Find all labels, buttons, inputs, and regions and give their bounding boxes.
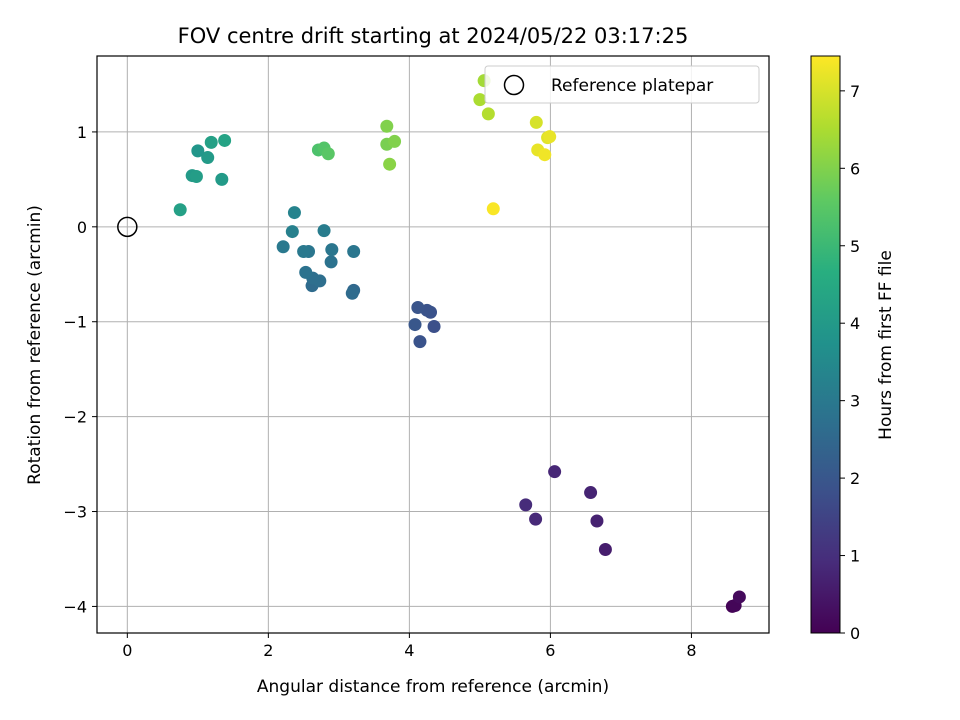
data-point (287, 206, 301, 220)
data-point (486, 202, 500, 216)
legend: Reference platepar (484, 65, 760, 104)
data-point (473, 93, 487, 107)
colorbar-tick-label: 1 (850, 547, 860, 566)
data-point (215, 172, 229, 186)
colorbar-label: Hours from first FF file (876, 250, 896, 440)
chart-title: FOV centre drift starting at 2024/05/22 … (178, 24, 689, 48)
data-point (347, 244, 361, 258)
data-point (519, 498, 533, 512)
data-point (538, 148, 552, 162)
x-axis-label: Angular distance from reference (arcmin) (257, 677, 609, 697)
colorbar: 0 1 2 3 4 5 6 7 Hours from first FF file (810, 55, 896, 643)
data-point (299, 265, 313, 279)
colorbar-tick-label: 0 (850, 624, 860, 643)
data-point (548, 465, 562, 479)
y-tick-label: −3 (63, 503, 87, 522)
x-axis-ticks: 0 2 4 6 8 (122, 633, 697, 660)
plot-frame (96, 55, 770, 634)
data-point (411, 300, 425, 314)
y-tick-label: −2 (63, 408, 87, 427)
y-tick-label: −4 (63, 597, 87, 616)
data-point (732, 590, 746, 604)
colorbar-tick-label: 2 (850, 469, 860, 488)
data-point (413, 335, 427, 349)
data-point (324, 255, 338, 269)
data-point (529, 512, 543, 526)
data-point (543, 130, 557, 144)
data-point (598, 542, 612, 556)
colorbar-tick-label: 6 (850, 159, 860, 178)
y-axis-label: Rotation from reference (arcmin) (25, 205, 45, 485)
data-point (204, 135, 218, 149)
data-point (189, 170, 203, 184)
legend-marker (503, 74, 525, 96)
colorbar-gradient (810, 55, 841, 634)
colorbar-tick-label: 3 (850, 392, 860, 411)
data-point (173, 203, 187, 217)
y-tick-label: −1 (63, 313, 87, 332)
colorbar-ticks: 0 1 2 3 4 5 6 7 (840, 82, 860, 643)
x-tick-label: 6 (545, 641, 555, 660)
legend-box (484, 65, 760, 104)
data-point (276, 240, 290, 254)
data-point (191, 144, 205, 158)
plot-area (96, 55, 770, 634)
data-point (427, 319, 441, 333)
data-point (388, 134, 402, 148)
grid-lines (97, 56, 769, 633)
y-tick-label: 0 (77, 218, 87, 237)
data-point (584, 486, 598, 500)
data-point (297, 244, 311, 258)
data-point (481, 107, 495, 121)
data-point (325, 243, 339, 257)
data-points (173, 74, 746, 613)
data-point (408, 318, 422, 332)
x-tick-label: 2 (263, 641, 273, 660)
x-tick-label: 0 (122, 641, 132, 660)
colorbar-tick-label: 7 (850, 82, 860, 101)
x-tick-label: 8 (686, 641, 696, 660)
data-point (380, 119, 394, 133)
colorbar-tick-label: 5 (850, 237, 860, 256)
data-point (321, 147, 335, 161)
reference-point-marker (117, 216, 138, 238)
colorbar-tick-label: 4 (850, 314, 860, 333)
data-point (285, 225, 299, 239)
y-axis-ticks: −4 −3 −2 −1 0 1 (63, 123, 97, 616)
data-point (345, 286, 359, 300)
data-point (218, 133, 232, 147)
y-tick-label: 1 (77, 123, 87, 142)
data-point (590, 514, 604, 528)
x-tick-label: 4 (404, 641, 414, 660)
data-point (383, 157, 397, 171)
legend-entry-label: Reference platepar (551, 76, 713, 96)
data-point (317, 224, 331, 238)
data-point (201, 151, 215, 165)
data-point (529, 115, 543, 129)
